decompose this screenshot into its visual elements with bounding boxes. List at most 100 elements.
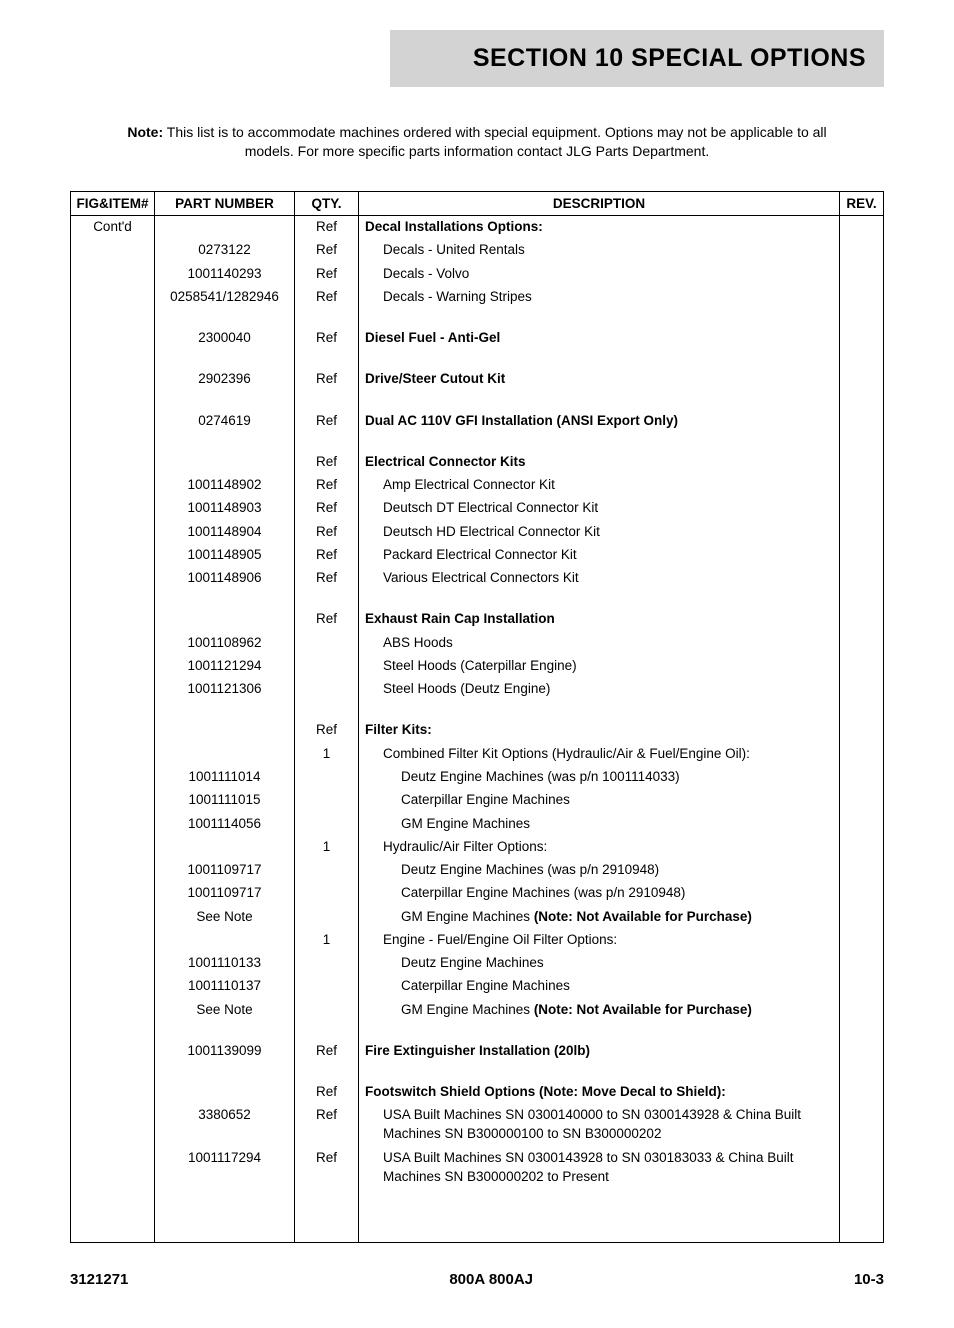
cell-part: 2300040 <box>155 327 295 350</box>
table-row: 1001110137Caterpillar Engine Machines <box>71 975 884 998</box>
cell-desc: Caterpillar Engine Machines (was p/n 291… <box>359 882 840 905</box>
cell-fig <box>71 929 155 952</box>
table-row: 1001148905RefPackard Electrical Connecto… <box>71 544 884 567</box>
cell-desc: Decals - United Rentals <box>359 239 840 262</box>
cell-qty <box>295 789 359 812</box>
cell-desc: Deutz Engine Machines (was p/n 2910948) <box>359 859 840 882</box>
cell-part: 1001114056 <box>155 812 295 835</box>
table-row: 1001140293RefDecals - Volvo <box>71 262 884 285</box>
cell-part: 2902396 <box>155 368 295 391</box>
page: SECTION 10 SPECIAL OPTIONS Note: This li… <box>0 0 954 1328</box>
table-row: 2300040RefDiesel Fuel - Anti-Gel <box>71 327 884 350</box>
cell-qty: Ref <box>295 608 359 631</box>
table-row <box>71 1225 884 1243</box>
cell-desc: Filter Kits: <box>359 719 840 742</box>
cell-qty <box>295 655 359 678</box>
cell-rev <box>840 215 884 239</box>
cell-qty: 1 <box>295 836 359 859</box>
cell-part: 1001109717 <box>155 882 295 905</box>
cell-fig <box>71 678 155 701</box>
cell-part <box>155 1081 295 1104</box>
cell-qty: Ref <box>295 451 359 474</box>
cell-qty: Ref <box>295 1104 359 1146</box>
cell-rev <box>840 632 884 655</box>
cell-fig <box>71 1081 155 1104</box>
cell-part <box>155 836 295 859</box>
cell-part: 1001148902 <box>155 474 295 497</box>
cell-rev <box>840 859 884 882</box>
cell-rev <box>840 1081 884 1104</box>
cell-rev <box>840 520 884 543</box>
cell-fig <box>71 286 155 309</box>
table-header-row: FIG&ITEM# PART NUMBER QTY. DESCRIPTION R… <box>71 191 884 215</box>
table-row <box>71 701 884 719</box>
cell-qty: Ref <box>295 1081 359 1104</box>
table-row: RefFootswitch Shield Options (Note: Move… <box>71 1081 884 1104</box>
cell-qty: Ref <box>295 409 359 432</box>
cell-fig <box>71 743 155 766</box>
table-row: 1001121306Steel Hoods (Deutz Engine) <box>71 678 884 701</box>
table-row: 1001108962ABS Hoods <box>71 632 884 655</box>
cell-part: 1001148905 <box>155 544 295 567</box>
cell-fig <box>71 451 155 474</box>
cell-qty <box>295 859 359 882</box>
cell-rev <box>840 1146 884 1188</box>
table-row: 1001111014Deutz Engine Machines (was p/n… <box>71 766 884 789</box>
note-block: Note: This list is to accommodate machin… <box>127 123 827 161</box>
cell-part <box>155 743 295 766</box>
cell-rev <box>840 608 884 631</box>
cell-qty: Ref <box>295 520 359 543</box>
cell-rev <box>840 409 884 432</box>
table-row <box>71 1063 884 1081</box>
cell-part: 1001148906 <box>155 567 295 590</box>
cell-part: 3380652 <box>155 1104 295 1146</box>
cell-qty <box>295 632 359 655</box>
cell-fig <box>71 905 155 928</box>
cell-fig <box>71 608 155 631</box>
cell-desc: Packard Electrical Connector Kit <box>359 544 840 567</box>
cell-fig <box>71 368 155 391</box>
cell-rev <box>840 952 884 975</box>
col-header-desc: DESCRIPTION <box>359 191 840 215</box>
cell-rev <box>840 836 884 859</box>
cell-desc: Deutz Engine Machines <box>359 952 840 975</box>
cell-part: 1001109717 <box>155 859 295 882</box>
cell-desc: Steel Hoods (Deutz Engine) <box>359 678 840 701</box>
cell-fig <box>71 859 155 882</box>
cell-qty: Ref <box>295 1040 359 1063</box>
cell-rev <box>840 929 884 952</box>
table-row: See NoteGM Engine Machines (Note: Not Av… <box>71 905 884 928</box>
cell-desc: Decals - Warning Stripes <box>359 286 840 309</box>
table-row <box>71 309 884 327</box>
cell-rev <box>840 812 884 835</box>
cell-desc: GM Engine Machines (Note: Not Available … <box>359 998 840 1021</box>
cell-rev <box>840 789 884 812</box>
cell-qty <box>295 812 359 835</box>
cell-rev <box>840 262 884 285</box>
cell-qty: 1 <box>295 929 359 952</box>
cell-rev <box>840 451 884 474</box>
cell-fig <box>71 789 155 812</box>
footer-right: 10-3 <box>854 1271 884 1288</box>
cell-qty <box>295 952 359 975</box>
cell-rev <box>840 678 884 701</box>
cell-part: 1001117294 <box>155 1146 295 1188</box>
cell-rev <box>840 327 884 350</box>
cell-desc: GM Engine Machines (Note: Not Available … <box>359 905 840 928</box>
cell-qty: Ref <box>295 1146 359 1188</box>
cell-fig <box>71 409 155 432</box>
cell-rev <box>840 474 884 497</box>
cell-qty: Ref <box>295 474 359 497</box>
parts-table: FIG&ITEM# PART NUMBER QTY. DESCRIPTION R… <box>70 191 884 1243</box>
table-row: 1001117294RefUSA Built Machines SN 03001… <box>71 1146 884 1188</box>
cell-part: 1001148903 <box>155 497 295 520</box>
table-row: 1Hydraulic/Air Filter Options: <box>71 836 884 859</box>
cell-fig <box>71 1040 155 1063</box>
cell-desc: Footswitch Shield Options (Note: Move De… <box>359 1081 840 1104</box>
col-header-qty: QTY. <box>295 191 359 215</box>
cell-part: 1001140293 <box>155 262 295 285</box>
cell-part <box>155 608 295 631</box>
table-row: RefFilter Kits: <box>71 719 884 742</box>
cell-qty: Ref <box>295 544 359 567</box>
cell-qty: Ref <box>295 215 359 239</box>
